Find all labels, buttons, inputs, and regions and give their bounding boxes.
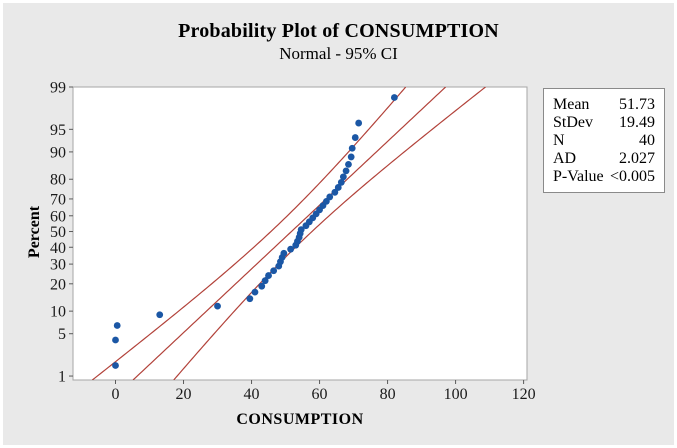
ci-lower-line (91, 87, 407, 380)
chart-subtitle: Normal - 95% CI (279, 44, 398, 63)
data-point (280, 249, 288, 257)
ci-upper-line (173, 87, 486, 380)
data-point (339, 173, 347, 181)
y-tick-label: 90 (50, 144, 66, 161)
y-tick-label: 99 (50, 79, 66, 96)
y-tick-label: 50 (50, 224, 66, 241)
data-points (112, 94, 398, 369)
data-point (214, 302, 221, 310)
data-point (342, 167, 350, 175)
x-tick-label: 0 (112, 386, 120, 403)
y-tick-label: 5 (58, 326, 66, 343)
legend-value: 19.49 (619, 114, 655, 131)
data-point (258, 282, 266, 290)
x-tick-label: 100 (444, 386, 468, 403)
data-point (351, 134, 359, 141)
data-point (113, 322, 121, 329)
legend-value: 40 (639, 132, 655, 149)
x-tick-label: 40 (244, 386, 260, 403)
data-point (334, 184, 342, 191)
x-axis-title: CONSUMPTION (236, 411, 364, 428)
x-tick-label: 20 (176, 386, 192, 403)
legend-value: <0.005 (609, 168, 655, 185)
data-point (390, 94, 398, 101)
fit-and-ci-lines (91, 87, 486, 380)
data-point (265, 272, 272, 279)
y-tick-label: 10 (50, 304, 66, 321)
data-point (287, 245, 295, 253)
legend-label: StDev (553, 114, 593, 131)
x-tick-label: 80 (380, 386, 396, 403)
y-tick-label: 60 (50, 208, 66, 225)
data-point (348, 144, 356, 152)
legend-row-stdev: StDev 19.49 (553, 114, 655, 132)
y-tick-label: 1 (58, 369, 66, 386)
legend-row-n: N 40 (553, 132, 655, 150)
data-point (261, 277, 269, 285)
y-tick-label: 80 (50, 172, 66, 189)
y-axis-title: Percent (26, 205, 43, 259)
y-tick-label: 70 (50, 191, 66, 208)
data-point (337, 178, 345, 186)
legend-row-ad: AD 2.027 (553, 150, 655, 168)
data-point (297, 226, 305, 233)
x-tick-label: 60 (312, 386, 328, 403)
data-point (347, 153, 355, 161)
chart-title: Probability Plot of CONSUMPTION (178, 20, 499, 42)
x-tick-label: 120 (512, 386, 536, 403)
stats-legend: Mean 51.73 StDev 19.49 N 40 AD 2.027 P-V… (543, 88, 665, 193)
data-point (156, 311, 164, 319)
legend-value: 51.73 (619, 96, 655, 113)
y-tick-label: 95 (50, 122, 66, 139)
data-point (345, 160, 352, 168)
data-point (326, 193, 334, 201)
legend-value: 2.027 (619, 150, 655, 167)
data-point (270, 267, 278, 275)
data-point (331, 188, 339, 196)
legend-label: AD (553, 150, 577, 167)
y-tick-label: 20 (50, 276, 66, 293)
fit-line (132, 87, 447, 380)
data-point (112, 362, 119, 369)
data-point (112, 336, 119, 344)
data-point (355, 119, 363, 127)
y-tick-label: 30 (50, 257, 66, 274)
legend-row-mean: Mean 51.73 (553, 96, 655, 114)
legend-row-pvalue: P-Value <0.005 (553, 168, 655, 186)
legend-label: Mean (553, 96, 590, 113)
data-point (251, 288, 259, 296)
data-point (246, 295, 254, 303)
legend-label: N (553, 132, 565, 149)
legend-label: P-Value (553, 168, 604, 185)
y-tick-label: 40 (50, 240, 66, 257)
